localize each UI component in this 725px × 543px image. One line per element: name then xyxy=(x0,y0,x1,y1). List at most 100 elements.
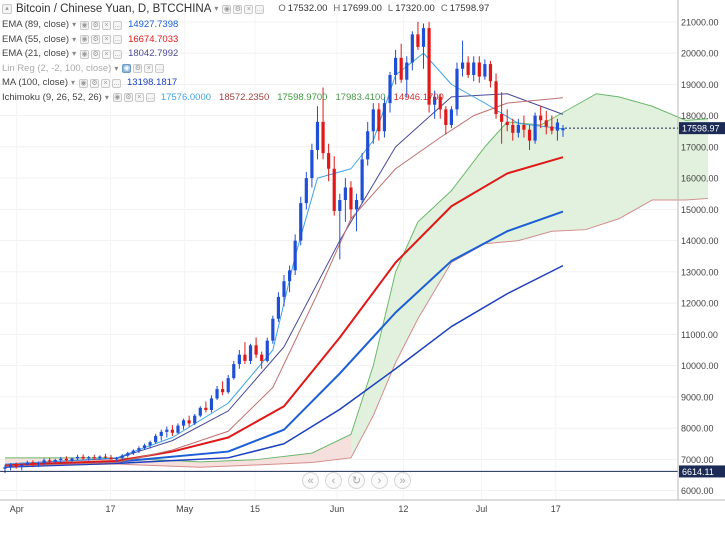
visibility-icon[interactable]: ◉ xyxy=(222,4,232,14)
more-icon[interactable]: … xyxy=(155,64,165,74)
candle-body[interactable] xyxy=(103,456,108,458)
scroll-to-start-button[interactable]: « xyxy=(302,472,319,489)
candle-body[interactable] xyxy=(142,445,147,449)
candle-body[interactable] xyxy=(550,126,554,131)
candle-body[interactable] xyxy=(377,109,381,132)
candle-body[interactable] xyxy=(382,103,387,132)
candle-body[interactable] xyxy=(109,457,113,460)
candle-body[interactable] xyxy=(232,364,236,379)
visibility-icon[interactable]: ◉ xyxy=(122,64,132,74)
chevron-down-icon[interactable]: ▾ xyxy=(71,78,76,87)
candle-body[interactable] xyxy=(388,75,392,104)
candle-body[interactable] xyxy=(120,455,124,458)
candle-body[interactable] xyxy=(527,129,532,141)
close-icon[interactable]: × xyxy=(244,4,254,14)
candle-body[interactable] xyxy=(449,109,453,125)
visibility-icon[interactable]: ◉ xyxy=(80,35,90,45)
chevron-down-icon[interactable]: ▾ xyxy=(72,49,77,58)
candlesticks[interactable] xyxy=(3,21,565,474)
settings-icon[interactable]: ⚙ xyxy=(133,64,143,74)
candle-body[interactable] xyxy=(321,121,325,154)
candle-body[interactable] xyxy=(488,64,493,82)
reset-button[interactable]: ↻ xyxy=(348,472,365,489)
close-icon[interactable]: × xyxy=(102,20,112,30)
candle-body[interactable] xyxy=(394,57,398,75)
candle-body[interactable] xyxy=(75,456,80,459)
candle-body[interactable] xyxy=(483,64,487,77)
symbol-title[interactable]: Bitcoin / Chinese Yuan, D, BTCCHINA xyxy=(16,3,212,15)
candle-body[interactable] xyxy=(126,453,130,456)
settings-icon[interactable]: ⚙ xyxy=(233,4,243,14)
candle-body[interactable] xyxy=(299,203,303,241)
candle-body[interactable] xyxy=(427,28,431,105)
candle-body[interactable] xyxy=(405,62,409,80)
candle-body[interactable] xyxy=(148,442,152,446)
candle-body[interactable] xyxy=(511,125,515,133)
candle-body[interactable] xyxy=(254,345,258,355)
scroll-left-button[interactable]: ‹ xyxy=(325,472,342,489)
candle-body[interactable] xyxy=(472,62,476,76)
settings-icon[interactable]: ⚙ xyxy=(91,20,101,30)
candle-body[interactable] xyxy=(137,448,141,451)
indicator-name[interactable]: Lin Reg (2, -2, 100, close) xyxy=(2,62,112,74)
candle-body[interactable] xyxy=(421,28,426,47)
settings-icon[interactable]: ⚙ xyxy=(91,49,101,59)
indicator-name[interactable]: Ichimoku (9, 26, 52, 26) xyxy=(2,91,102,103)
candle-body[interactable] xyxy=(460,62,465,69)
candle-body[interactable] xyxy=(25,462,29,465)
scroll-right-button[interactable]: › xyxy=(371,472,388,489)
visibility-icon[interactable]: ◉ xyxy=(112,93,122,103)
candle-body[interactable] xyxy=(8,465,13,468)
candle-body[interactable] xyxy=(59,458,63,460)
indicator-name[interactable]: EMA (89, close) xyxy=(2,19,70,30)
candle-body[interactable] xyxy=(287,270,292,282)
chevron-down-icon[interactable]: ▾ xyxy=(114,63,119,73)
candle-body[interactable] xyxy=(466,62,470,76)
candle-body[interactable] xyxy=(555,122,560,131)
visibility-icon[interactable]: ◉ xyxy=(80,49,90,59)
candle-body[interactable] xyxy=(354,200,359,210)
candle-body[interactable] xyxy=(209,398,214,410)
close-icon[interactable]: × xyxy=(144,64,154,74)
candle-body[interactable] xyxy=(539,115,543,121)
close-icon[interactable]: × xyxy=(101,78,111,88)
indicator-row[interactable]: Ichimoku (9, 26, 52, 26) ▾ ◉ ⚙ ×… 17576.0000 1… xyxy=(2,91,495,106)
indicator-row[interactable]: MA (100, close) ▾ ◉ ⚙ ×… 13198.1817 xyxy=(2,76,495,91)
candle-body[interactable] xyxy=(20,464,24,467)
candle-body[interactable] xyxy=(533,115,537,141)
candle-body[interactable] xyxy=(433,96,437,105)
candle-body[interactable] xyxy=(360,159,364,200)
candle-body[interactable] xyxy=(494,81,498,115)
close-icon[interactable]: × xyxy=(134,93,144,103)
more-icon[interactable]: … xyxy=(113,49,123,59)
candle-body[interactable] xyxy=(70,458,74,461)
candle-body[interactable] xyxy=(221,389,225,393)
candle-body[interactable] xyxy=(349,187,353,210)
candle-body[interactable] xyxy=(438,96,442,110)
candle-body[interactable] xyxy=(81,456,85,459)
chevron-up-icon[interactable]: ▴ xyxy=(2,4,12,14)
candle-body[interactable] xyxy=(64,458,68,461)
candle-body[interactable] xyxy=(271,318,275,341)
candle-body[interactable] xyxy=(477,62,481,77)
candle-body[interactable] xyxy=(293,240,297,271)
close-icon[interactable]: × xyxy=(102,35,112,45)
candle-body[interactable] xyxy=(181,420,186,426)
settings-icon[interactable]: ⚙ xyxy=(90,78,100,88)
candle-body[interactable] xyxy=(48,460,52,462)
candle-body[interactable] xyxy=(444,109,448,125)
candle-body[interactable] xyxy=(248,345,253,361)
candle-body[interactable] xyxy=(399,57,403,80)
candle-body[interactable] xyxy=(455,68,459,110)
indicator-name[interactable]: MA (100, close) xyxy=(2,77,68,88)
candle-body[interactable] xyxy=(276,296,281,319)
candle-body[interactable] xyxy=(215,389,219,399)
price-axis[interactable]: 21000.00 20000.00 19000.00 18000.00 17000.00… xyxy=(681,17,719,496)
candle-body[interactable] xyxy=(154,435,158,443)
candle-body[interactable] xyxy=(98,456,102,459)
visibility-icon[interactable]: ◉ xyxy=(80,20,90,30)
chevron-down-icon[interactable]: ▾ xyxy=(214,4,219,13)
candle-body[interactable] xyxy=(561,128,565,131)
candle-body[interactable] xyxy=(170,429,174,433)
